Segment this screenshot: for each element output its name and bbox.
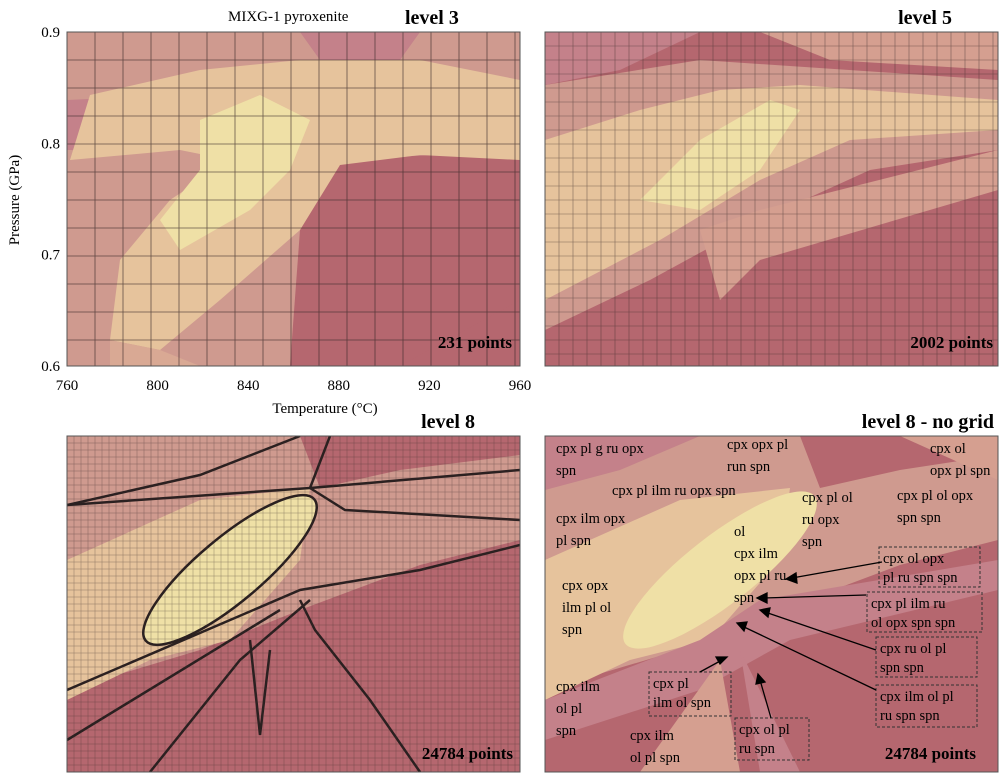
phase-field-map (67, 436, 520, 772)
boxed-phase-label: cpx ol opx pl ru spn spn (878, 546, 981, 588)
panel-title: level 8 (421, 411, 475, 433)
x-tick-label: 840 (237, 378, 260, 394)
phase-field-label: cpx opx pl run spn (727, 437, 788, 475)
panel-level-5: level 5 2002 points (544, 7, 999, 367)
phase-field-map (545, 436, 998, 772)
plot-frame (544, 31, 999, 367)
label-arrows (699, 561, 883, 719)
y-axis-label: Pressure (GPa) (7, 155, 23, 245)
y-tick-label: 0.7 (41, 248, 60, 264)
phase-field-label: cpx opx ilm pl ol spn (562, 578, 611, 638)
panel-title: level 5 (898, 7, 952, 29)
x-tick-label: 960 (509, 378, 532, 394)
boxed-phase-label: cpx ol pl ru spn (734, 717, 810, 761)
x-tick-labels: 760 800 840 880 920 960 (56, 378, 532, 394)
x-axis-label: Temperature (°C) (272, 401, 377, 417)
phase-field-label: cpx ol opx pl spn (930, 441, 991, 479)
x-tick-label: 800 (146, 378, 169, 394)
level-8-grid (67, 436, 520, 772)
boxed-phase-label: cpx ru ol pl spn spn (875, 636, 978, 678)
y-tick-label: 0.8 (41, 136, 60, 152)
phase-field-label: cpx ilm ol pl spn (630, 728, 681, 766)
x-tick-label: 880 (328, 378, 351, 394)
level-3-grid (67, 32, 520, 366)
y-tick-label: 0.6 (41, 359, 60, 375)
phase-field-label: cpx pl ilm ru opx spn (612, 483, 736, 499)
phase-field-label: ol cpx ilm opx pl ru spn (734, 524, 786, 606)
phase-field-label: cpx pl g ru opx spn (556, 441, 645, 479)
y-tick-label: 0.9 (41, 25, 60, 41)
boxed-phase-label: cpx ilm ol pl ru spn spn (875, 684, 978, 728)
phase-field-label: cpx ilm opx pl spn (556, 511, 626, 549)
points-count: 24784 points (422, 744, 514, 763)
phase-field-label: cpx pl ol opx spn spn (897, 488, 974, 526)
phase-field-label: cpx ilm ol pl spn (556, 679, 601, 739)
sample-name: MIXG-1 pyroxenite (228, 9, 349, 25)
panel-level-8-no-grid: level 8 - no grid 24784 points cpx pl g … (544, 411, 999, 773)
phase-field-map (545, 32, 998, 366)
level-8-boundaries (67, 436, 520, 772)
points-count: 24784 points (885, 744, 977, 763)
points-count: 231 points (438, 333, 513, 352)
field-labels: cpx pl g ru opx spn cpx opx pl run spn cpx o… (556, 437, 991, 766)
plot-frame (66, 435, 521, 773)
panel-title: level 3 (405, 7, 459, 29)
plot-frame (66, 31, 521, 367)
panel-level-8: level 8 24784 points (66, 411, 521, 773)
phase-field-label: cpx pl ol ru opx spn (802, 490, 853, 550)
boxed-phase-label: cpx pl ilm ru ol opx spn spn (866, 591, 983, 633)
y-tick-labels: 0.6 0.7 0.8 0.9 (41, 25, 60, 375)
points-count: 2002 points (910, 333, 993, 352)
panel-level-3: MIXG-1 pyroxenite level 3 231 points Tem… (7, 7, 531, 417)
x-tick-label: 920 (418, 378, 441, 394)
x-tick-label: 760 (56, 378, 79, 394)
phase-field-map (67, 32, 520, 366)
boxed-phase-label: cpx pl ilm ol spn (648, 671, 732, 717)
plot-frame (544, 435, 999, 773)
panel-title: level 8 - no grid (862, 411, 994, 433)
level-5-grid (545, 32, 998, 366)
boxed-labels: cpx ol opx pl ru spn spn cpx pl ilm ru ol o… (648, 546, 983, 761)
